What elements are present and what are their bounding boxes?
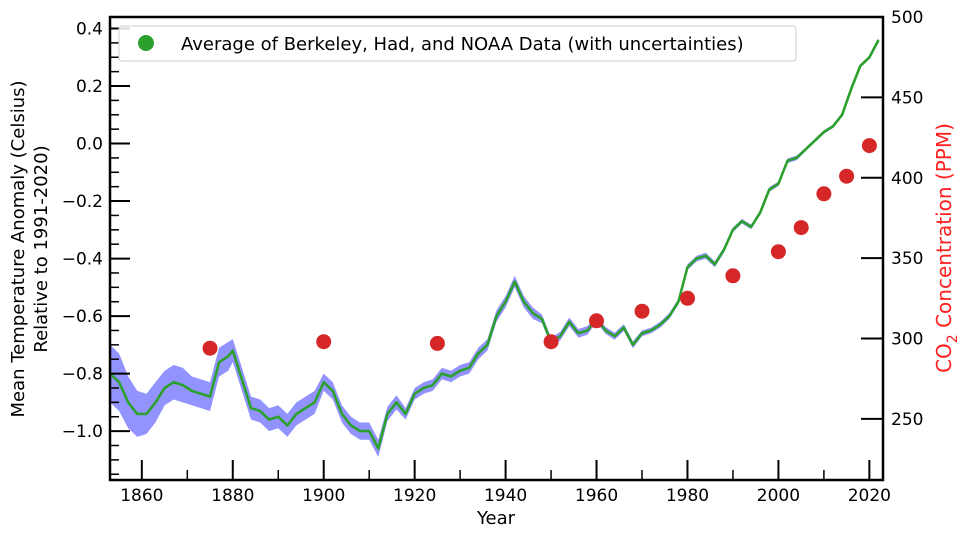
x-tick-label: 1900 [302,486,345,506]
y-right-tick-label: 350 [891,249,923,269]
co2-point [770,244,786,260]
co2-point [816,186,832,202]
legend-marker [138,35,154,51]
y-axis-left-title-line1: Mean Temperature Anomaly (Celsius) [8,80,29,417]
plot-frame [108,15,885,482]
y-right-tick-label: 300 [891,330,923,350]
y-right-tick-label: 250 [891,410,923,430]
co2-point [543,334,559,350]
ticks-layer: 1860 1880 1900 1920 1940 1960 1980 2000 2020 −1.0… [62,8,924,506]
y-axis-right-title-rest: Concentration (PPM) [932,123,956,334]
co2-point [589,313,604,329]
x-tick-label: 1880 [211,486,254,506]
y-left-tick-label: 0.4 [76,20,103,40]
x-axis-title: Year [476,508,516,529]
x-tick-label: 2020 [848,486,891,506]
y-left-tick-label: 0.2 [76,77,103,97]
y-axis-right-title: CO2 Concentration (PPM) [932,123,961,373]
co2-point [316,334,332,350]
y-right-tick-label: 500 [891,8,923,28]
uncertainty-band [110,38,879,458]
legend-box [118,25,797,62]
y-axis-right-title-co: CO [932,343,956,373]
y-right-tick-label: 450 [891,88,923,108]
x-tick-label: 1980 [666,486,709,506]
x-tick-label: 2000 [757,486,800,506]
x-tick-label: 1940 [484,486,527,506]
y-axis-left-title-line2: Relative to 1991-2020) [31,145,52,352]
x-tick-label: 1960 [575,486,618,506]
x-tick-label: 1920 [393,486,436,506]
co2-point [725,268,741,284]
co2-point [680,290,695,306]
legend-label: Average of Berkeley, Had, and NOAA Data … [181,34,744,55]
y-left-tick-label: −0.4 [62,250,103,270]
co2-point [429,335,445,351]
y-left-tick-label: −0.2 [62,192,103,212]
co2-point [793,220,809,236]
x-tick-label: 1860 [120,486,163,506]
axes-layer [108,15,885,482]
y-left-tick-label: −1.0 [62,422,103,442]
temperature-line-layer [109,39,880,450]
co2-point [634,303,650,319]
legend: Average of Berkeley, Had, and NOAA Data … [118,25,797,62]
co2-point [839,168,855,184]
y-left-tick-label: −0.6 [62,307,103,327]
y-right-tick-label: 400 [891,169,923,189]
y-left-tick-label: 0.0 [76,135,103,155]
y-left-tick-label: −0.8 [62,365,103,385]
co2-point [202,340,218,356]
uncertainty-band-layer [110,38,879,458]
temperature-line [109,39,880,450]
co2-point [861,138,877,154]
y-axis-right-title-subscript: 2 [945,334,961,343]
co2-points-layer [202,138,877,356]
